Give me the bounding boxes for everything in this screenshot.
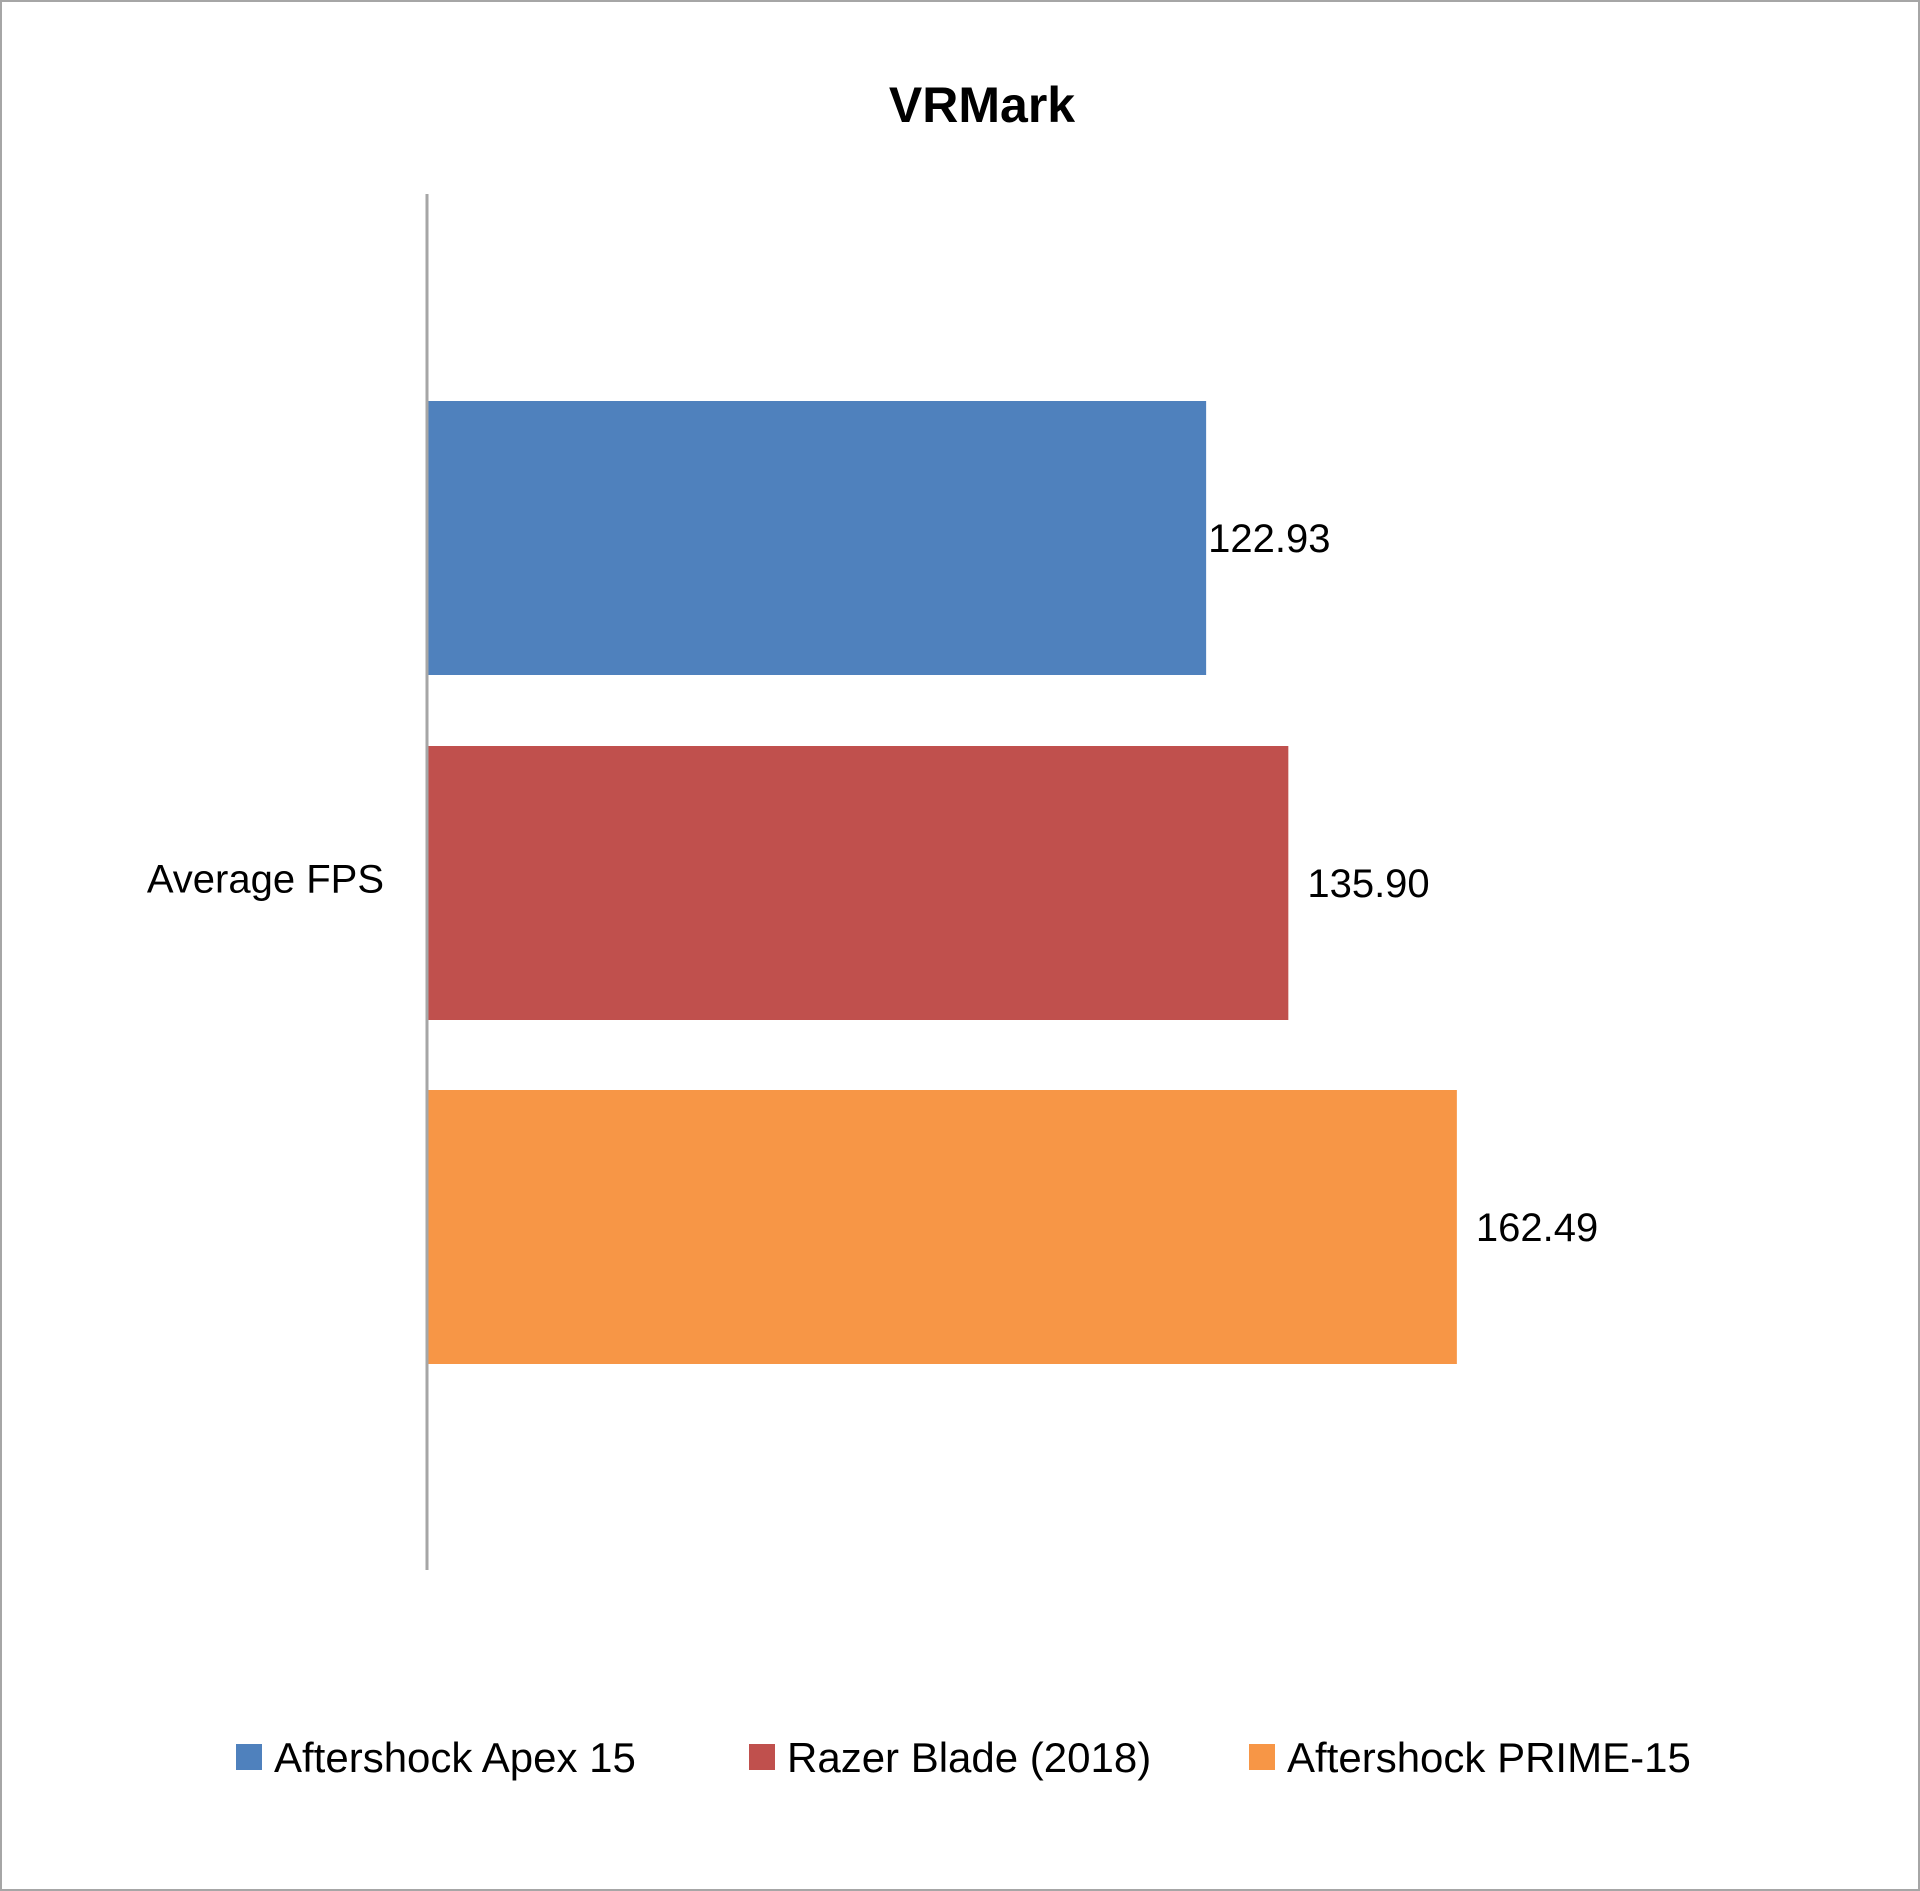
legend-item-aftershock-prime-15: Aftershock PRIME-15 (1249, 1734, 1691, 1781)
bars-layer (427, 401, 1457, 1364)
category-label: Average FPS (147, 858, 384, 902)
legend: Aftershock Apex 15 Razer Blade (2018) Afte… (236, 1734, 1691, 1781)
bar-aftershock-apex-15 (427, 401, 1207, 675)
legend-swatch-aftershock-prime-15 (1249, 1744, 1275, 1770)
data-label-aftershock-prime-15: 162.49 (1476, 1206, 1598, 1250)
bar-razer-blade-2018 (427, 746, 1289, 1020)
data-labels-layer: 122.93 135.90 162.49 (1208, 517, 1598, 1250)
data-label-aftershock-apex-15: 122.93 (1208, 517, 1330, 561)
legend-label-aftershock-prime-15: Aftershock PRIME-15 (1287, 1734, 1691, 1781)
legend-swatch-aftershock-apex-15 (236, 1744, 262, 1770)
legend-swatch-razer-blade-2018 (749, 1744, 775, 1770)
legend-label-razer-blade-2018: Razer Blade (2018) (787, 1734, 1151, 1781)
bar-aftershock-prime-15 (427, 1090, 1457, 1364)
legend-item-aftershock-apex-15: Aftershock Apex 15 (236, 1734, 636, 1781)
legend-item-razer-blade-2018: Razer Blade (2018) (749, 1734, 1151, 1781)
legend-label-aftershock-apex-15: Aftershock Apex 15 (274, 1734, 636, 1781)
chart-title: VRMark (889, 77, 1075, 133)
data-label-razer-blade-2018: 135.90 (1307, 862, 1429, 906)
